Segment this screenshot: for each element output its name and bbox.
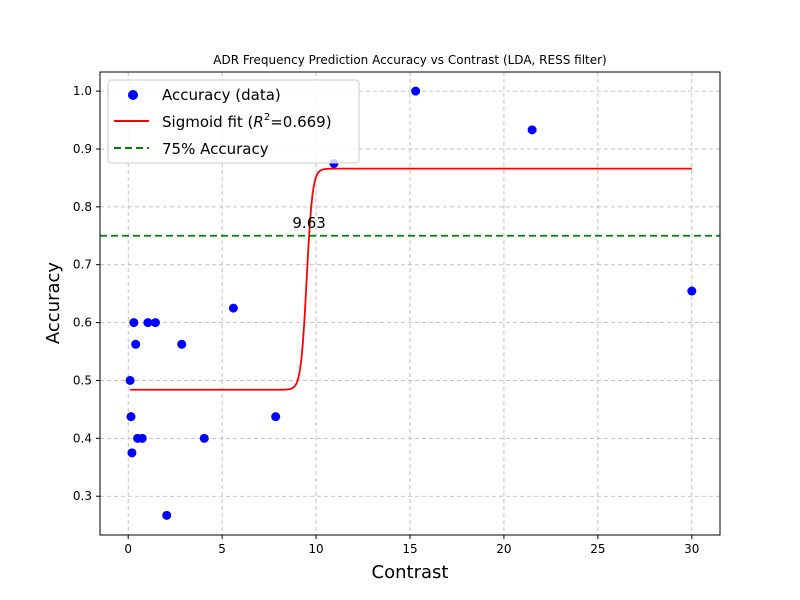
legend-sigmoid-tail: =0.669) xyxy=(270,113,331,131)
data-point xyxy=(177,339,187,349)
y-tick-label: 0.5 xyxy=(73,373,92,387)
y-axis-label: Accuracy xyxy=(43,262,64,345)
x-tick-label: 0 xyxy=(124,542,132,556)
axis-ticks: 0 5 10 15 20 25 30 0.3 0.4 0.5 0.6 0.7 0.8 0.9 1.0 xyxy=(73,84,700,556)
data-point xyxy=(137,433,147,443)
legend-marker-data xyxy=(128,90,138,100)
annotations: 9.63 xyxy=(292,214,325,232)
data-point xyxy=(131,339,141,349)
data-point xyxy=(127,448,137,458)
data-point xyxy=(411,86,421,96)
legend-sigmoid-r: R xyxy=(253,113,263,131)
data-point xyxy=(687,286,697,296)
legend: Accuracy (data) Sigmoid fit (R2=0.669) 7… xyxy=(107,79,360,164)
y-tick-label: 1.0 xyxy=(73,84,92,98)
legend-box xyxy=(107,79,360,164)
x-tick-label: 25 xyxy=(590,542,605,556)
data-point xyxy=(126,412,136,422)
chart-title: ADR Frequency Prediction Accuracy vs Con… xyxy=(213,53,607,67)
legend-label-sigmoid: Sigmoid fit (R2=0.669) xyxy=(162,112,332,131)
legend-label-data: Accuracy (data) xyxy=(162,86,281,104)
x-tick-label: 5 xyxy=(218,542,226,556)
legend-sigmoid-sup: 2 xyxy=(264,112,270,123)
y-tick-label: 0.9 xyxy=(73,142,92,156)
y-tick-label: 0.6 xyxy=(73,316,92,330)
y-tick-label: 0.7 xyxy=(73,258,92,272)
data-point xyxy=(199,433,209,443)
data-point xyxy=(271,412,281,422)
data-point xyxy=(129,318,139,328)
data-point xyxy=(527,125,537,135)
data-point xyxy=(143,318,153,328)
data-point xyxy=(162,510,172,520)
x-tick-label: 30 xyxy=(684,542,699,556)
y-tick-label: 0.8 xyxy=(73,200,92,214)
threshold-crossing-annotation: 9.63 xyxy=(292,214,325,232)
plot-lines xyxy=(100,167,720,391)
data-point xyxy=(150,318,160,328)
x-axis-label: Contrast xyxy=(372,562,449,583)
data-point xyxy=(125,375,135,385)
x-tick-label: 10 xyxy=(308,542,323,556)
y-tick-label: 0.4 xyxy=(73,431,92,445)
legend-sigmoid-main: Sigmoid fit ( xyxy=(162,113,253,131)
data-point xyxy=(228,303,238,313)
legend-label-threshold: 75% Accuracy xyxy=(162,140,269,158)
x-tick-label: 20 xyxy=(496,542,511,556)
sigmoid-fit-line xyxy=(130,167,692,391)
y-tick-label: 0.3 xyxy=(73,489,92,503)
x-tick-label: 15 xyxy=(402,542,417,556)
